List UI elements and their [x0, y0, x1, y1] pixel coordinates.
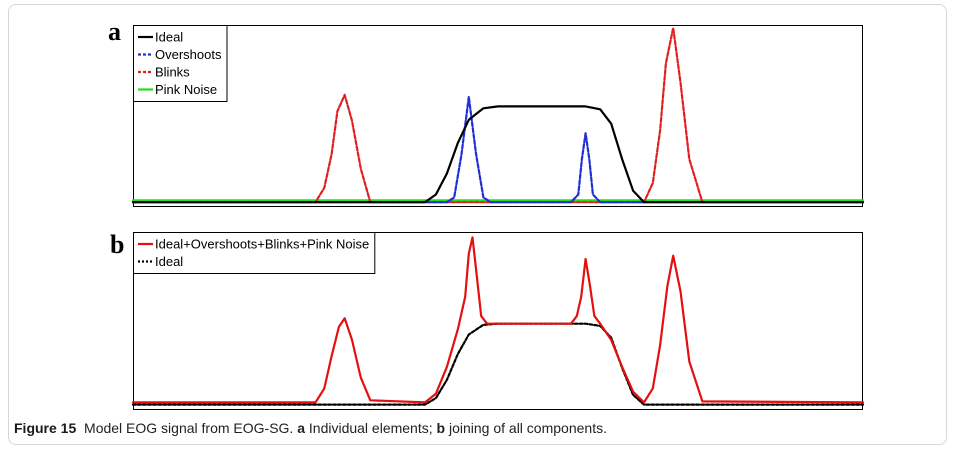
panel-b-letter: b [110, 230, 125, 259]
chart-panel-b: Ideal+Overshoots+Blinks+Pink Noise Ideal [131, 232, 865, 410]
legend: Ideal Overshoots Blinks Pink Noise [133, 25, 228, 102]
caption-text-1: Model EOG signal from EOG-SG. [76, 420, 298, 436]
legend-label: Ideal+Overshoots+Blinks+Pink Noise [155, 237, 369, 252]
figure-label: Figure 15 [14, 420, 77, 436]
caption-tag-b: b [436, 420, 446, 436]
legend-label: Overshoots [155, 47, 222, 62]
legend-label: Ideal [155, 30, 183, 45]
legend-label: Blinks [155, 65, 190, 80]
series-line-overshoots [131, 95, 865, 204]
caption-text-3: joining of all components. [445, 420, 607, 436]
legend: Ideal+Overshoots+Blinks+Pink Noise Ideal [133, 232, 376, 274]
figure-caption: Figure 15 Model EOG signal from EOG-SG. … [14, 420, 607, 436]
series-line-ideal [131, 105, 865, 204]
legend-box [133, 232, 376, 274]
series-line-ideal-overshoots-blinks-pink-noise [131, 236, 865, 404]
caption-text-2: Individual elements; [305, 420, 437, 436]
legend-label: Pink Noise [155, 82, 217, 97]
legend-label: Ideal [155, 254, 183, 269]
caption-tag-a: a [297, 420, 305, 436]
plot-area-frame [133, 25, 863, 207]
chart-panel-a: Ideal Overshoots Blinks Pink Noise [131, 25, 865, 207]
figure-frame [8, 4, 947, 445]
panel-a-letter: a [108, 17, 121, 46]
